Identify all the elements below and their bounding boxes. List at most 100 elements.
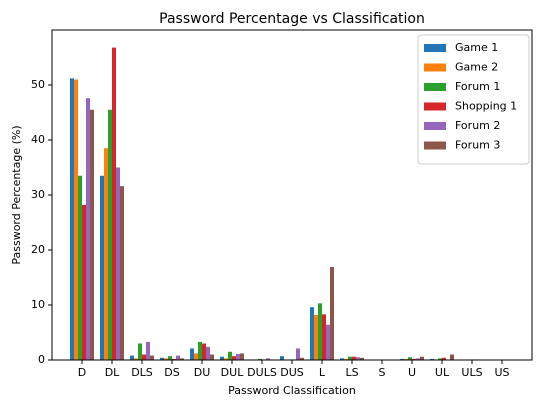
- chart-title: Password Percentage vs Classification: [159, 11, 425, 27]
- bar: [224, 358, 228, 360]
- bar: [348, 356, 352, 360]
- bar: [134, 358, 138, 360]
- bar: [90, 109, 94, 360]
- y-tick-label: 30: [31, 188, 45, 201]
- bar: [108, 109, 112, 360]
- bar: [356, 357, 360, 360]
- bar: [340, 358, 344, 360]
- y-tick-label: 20: [31, 243, 45, 256]
- legend-swatch: [424, 44, 446, 52]
- bar: [198, 341, 202, 360]
- x-tick-label: S: [379, 366, 386, 379]
- bar: [352, 356, 356, 360]
- bar: [240, 353, 244, 360]
- x-tick-label: DS: [164, 366, 179, 379]
- bar: [310, 307, 314, 360]
- bar: [164, 358, 168, 360]
- bar: [296, 348, 300, 360]
- x-tick-label: D: [78, 366, 86, 379]
- bar: [190, 348, 194, 360]
- legend-swatch: [424, 83, 446, 91]
- bar: [138, 343, 142, 360]
- x-tick-label: DUL: [221, 366, 245, 379]
- bar: [74, 79, 78, 360]
- x-tick-label: DL: [105, 366, 120, 379]
- bar: [168, 356, 172, 360]
- x-tick-label: LS: [345, 366, 358, 379]
- y-tick-label: 10: [31, 298, 45, 311]
- x-axis-label: Password Classification: [228, 384, 356, 397]
- bar: [78, 175, 82, 360]
- bar: [330, 267, 334, 360]
- bar: [322, 314, 326, 360]
- plot-frame: [51, 29, 533, 361]
- bar: [408, 357, 412, 360]
- y-tick-label: 0: [38, 353, 45, 366]
- bar: [202, 343, 206, 360]
- bar: [206, 346, 210, 360]
- bar: [146, 341, 150, 360]
- legend-label: Forum 3: [455, 139, 500, 152]
- bar: [150, 355, 154, 360]
- bar: [318, 303, 322, 360]
- bar: [220, 356, 224, 360]
- bar: [236, 353, 240, 360]
- bar: [404, 358, 408, 360]
- bar: [130, 355, 134, 360]
- x-tick-label: ULS: [461, 366, 482, 379]
- legend-swatch: [424, 122, 446, 130]
- bar: [258, 358, 262, 360]
- legend-label: Game 1: [455, 41, 498, 54]
- bar: [100, 175, 104, 360]
- bar: [120, 186, 124, 360]
- bar: [344, 358, 348, 360]
- bar: [416, 358, 420, 360]
- bar: [442, 357, 446, 360]
- bar: [82, 204, 86, 360]
- bar: [172, 358, 176, 360]
- bar: [70, 78, 74, 361]
- x-tick-label: L: [319, 366, 326, 379]
- bar: [438, 358, 442, 360]
- bar: [266, 358, 270, 360]
- bar: [160, 357, 164, 360]
- bar: [104, 148, 108, 360]
- x-tick-label: U: [408, 366, 416, 379]
- legend-swatch: [424, 102, 446, 111]
- y-tick-label: 40: [31, 133, 45, 146]
- legend-swatch: [424, 63, 446, 72]
- bar: [232, 356, 236, 360]
- bar: [112, 47, 116, 360]
- bar: [176, 355, 180, 360]
- bar: [360, 357, 364, 360]
- bar: [450, 354, 454, 360]
- bar: [420, 356, 424, 360]
- x-tick-label: DLS: [131, 366, 153, 379]
- bar: [210, 354, 214, 360]
- bar: [326, 324, 330, 360]
- bar: [430, 358, 434, 360]
- legend-label: Forum 1: [455, 80, 500, 93]
- bar: [86, 98, 90, 360]
- legend-swatch: [424, 141, 446, 150]
- bar: [142, 354, 146, 360]
- legend-label: Forum 2: [455, 119, 500, 132]
- bar: [314, 314, 318, 360]
- bar: [180, 358, 184, 360]
- bar: [194, 353, 198, 360]
- bar: [280, 356, 284, 360]
- x-tick-label: DULS: [247, 366, 277, 379]
- bar: [400, 358, 404, 360]
- bar: [228, 351, 232, 360]
- legend-label: Game 2: [455, 61, 498, 74]
- x-tick-label: UL: [435, 366, 450, 379]
- y-axis-label: Password Percentage (%): [10, 125, 23, 264]
- y-tick-label: 50: [31, 78, 45, 91]
- x-tick-label: US: [494, 366, 509, 379]
- bar: [116, 167, 120, 360]
- x-tick-label: DU: [194, 366, 211, 379]
- legend-label: Shopping 1: [455, 100, 517, 113]
- bar: [412, 358, 416, 360]
- x-tick-label: DUS: [280, 366, 304, 379]
